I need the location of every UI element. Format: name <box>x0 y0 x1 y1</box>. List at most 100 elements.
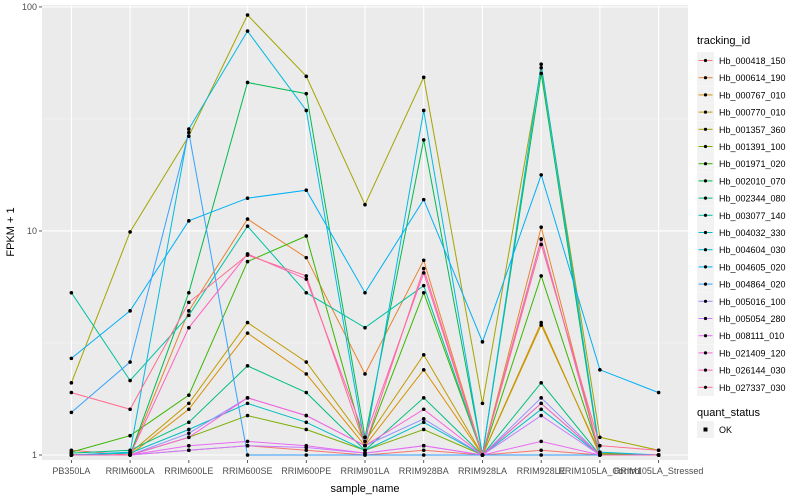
legend-shape-marker <box>703 427 708 432</box>
data-point <box>421 453 426 457</box>
data-point <box>187 313 191 318</box>
data-point <box>69 410 74 415</box>
data-point <box>363 202 367 207</box>
data-point <box>421 427 426 432</box>
legend-label: Hb_002010_070 <box>719 176 786 186</box>
x-tick-label: RRIM928LE <box>517 466 566 476</box>
x-tick-label: RRIM105LA_Control <box>558 466 641 476</box>
data-point <box>421 258 426 263</box>
data-point <box>304 448 309 453</box>
data-point <box>69 356 74 361</box>
x-tick-label: RRIM600SE <box>223 466 273 476</box>
legend-label: Hb_000767_010 <box>719 90 786 100</box>
legend-key-point <box>703 248 708 252</box>
y-tick-label: 10 <box>27 226 37 236</box>
data-point <box>304 420 309 425</box>
data-point <box>187 401 191 406</box>
data-point <box>245 196 250 201</box>
data-point <box>245 401 250 406</box>
data-point <box>187 420 191 425</box>
data-point <box>421 353 426 357</box>
x-tick-label: RRIM901LA <box>340 466 389 476</box>
x-tick-label: RRIM928BA <box>399 466 449 476</box>
data-point <box>245 259 250 264</box>
data-point <box>187 407 191 412</box>
data-point <box>304 372 309 376</box>
data-point <box>598 453 602 457</box>
data-point <box>69 290 74 295</box>
data-point <box>69 453 74 457</box>
data-point <box>598 435 602 440</box>
x-tick-label: PB350LA <box>52 466 90 476</box>
legend-label: Hb_001357_360 <box>719 125 786 135</box>
data-point <box>656 448 661 453</box>
legend-label: Hb_002344_080 <box>719 194 786 204</box>
data-point <box>480 340 485 344</box>
data-point <box>480 453 485 457</box>
legend-label: Hb_000770_010 <box>719 108 786 118</box>
data-point <box>421 368 426 372</box>
data-point <box>539 323 543 327</box>
data-point <box>245 364 250 368</box>
legend-key-point <box>703 351 708 355</box>
data-point <box>304 360 309 364</box>
data-point <box>363 290 367 295</box>
data-point <box>304 255 309 260</box>
legend-label: Hb_004604_030 <box>719 245 786 255</box>
legend-key-point <box>703 144 708 149</box>
data-point <box>421 271 426 275</box>
data-point <box>187 219 191 223</box>
legend-key-point <box>703 334 708 338</box>
data-point <box>421 443 426 448</box>
legend-label: Hb_001391_100 <box>719 142 786 152</box>
data-point <box>363 448 367 453</box>
data-point <box>421 108 426 113</box>
data-point <box>304 188 309 193</box>
data-point <box>304 390 309 395</box>
data-point <box>245 13 250 17</box>
data-point <box>539 320 543 325</box>
data-point <box>245 443 250 448</box>
legend-key-point <box>703 299 708 303</box>
data-point <box>69 390 74 395</box>
data-points <box>69 13 661 457</box>
data-point <box>128 407 132 412</box>
axes: 1 10 100 PB350LA RRIM600LA RRIM600LE RRIM600SE… <box>22 2 703 476</box>
data-point <box>539 237 543 241</box>
legend-key-point <box>703 265 708 269</box>
data-point <box>128 230 132 234</box>
legend-label: Hb_004032_330 <box>719 228 786 238</box>
data-point <box>304 108 309 113</box>
legend-key-point <box>703 385 708 389</box>
data-point <box>598 443 602 448</box>
data-point <box>421 138 426 142</box>
data-point <box>245 224 250 229</box>
data-point <box>245 439 250 444</box>
data-point <box>128 378 132 383</box>
data-point <box>304 453 309 457</box>
legend-color-title: tracking_id <box>697 35 750 47</box>
data-point <box>69 381 74 385</box>
data-point <box>363 443 367 448</box>
x-tick-label: RRIM600PE <box>281 466 331 476</box>
legend-key-point <box>703 196 708 200</box>
x-tick-label: RRIM105LA_Stressed <box>614 466 704 476</box>
data-point <box>539 71 543 76</box>
data-point <box>539 65 543 70</box>
data-point <box>421 290 426 295</box>
data-point <box>304 274 309 278</box>
data-point <box>187 443 191 448</box>
data-point <box>245 253 250 257</box>
data-point <box>539 448 543 453</box>
data-point <box>539 413 543 418</box>
data-point <box>304 234 309 238</box>
legend-key-point <box>703 127 708 131</box>
data-point <box>363 439 367 444</box>
data-point <box>187 300 191 305</box>
legend-label: Hb_005016_100 <box>719 297 786 307</box>
legend-key-point <box>703 162 708 166</box>
data-point <box>187 134 191 138</box>
legend-key-point <box>703 58 708 63</box>
data-point <box>128 309 132 313</box>
data-point <box>656 390 661 395</box>
